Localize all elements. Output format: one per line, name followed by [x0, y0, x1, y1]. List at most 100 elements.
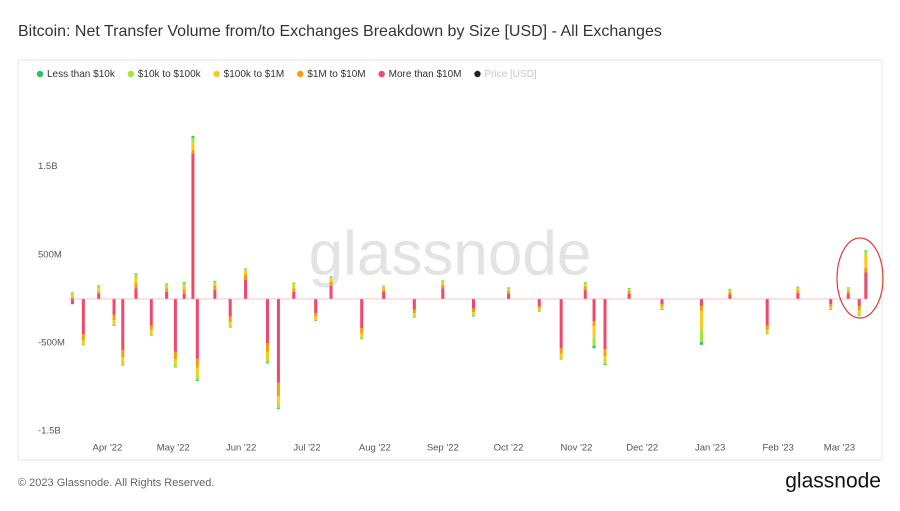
bar-segment: [441, 282, 445, 285]
bar-segment: [314, 316, 318, 320]
bar-segment: [829, 308, 833, 310]
bar-segment: [765, 329, 769, 333]
bar-segment: [627, 289, 631, 292]
bar-segment: [228, 327, 232, 328]
chart-title: Bitcoin: Net Transfer Volume from/to Exc…: [18, 23, 662, 40]
legend-marker: [297, 70, 304, 78]
bar-segment: [537, 306, 541, 309]
bar-segment: [134, 273, 138, 275]
bar-segment: [244, 274, 248, 280]
bar-segment: [165, 291, 169, 299]
bar-segment: [507, 287, 511, 290]
legend-label: Less than $10k: [47, 69, 116, 80]
bar-segment: [121, 365, 125, 366]
bar-segment: [165, 285, 169, 289]
bar-segment: [728, 288, 732, 290]
bar-segment: [213, 280, 217, 282]
bar-segment: [537, 308, 541, 311]
bar-segment: [213, 290, 217, 299]
bar-segment: [382, 287, 386, 290]
bar-segment: [583, 283, 587, 287]
bar-segment: [583, 286, 587, 291]
bar-segment: [329, 276, 333, 277]
bar-segment: [471, 308, 475, 313]
bar-segment: [173, 366, 177, 368]
bar-segment: [97, 288, 101, 292]
bar-segment: [796, 286, 800, 288]
bar-segment: [182, 283, 186, 286]
bar-segment: [228, 321, 232, 326]
bar-segment: [360, 333, 364, 337]
bar-segment: [70, 298, 74, 305]
bar-segment: [846, 289, 850, 292]
x-tick-label: May '22: [157, 443, 190, 454]
bar-segment: [149, 298, 153, 326]
bar-segment: [228, 316, 232, 322]
x-tick-label: Nov '22: [561, 443, 593, 454]
bar-segment: [796, 287, 800, 289]
x-tick-label: Mar '23: [824, 443, 855, 454]
bar-segment: [329, 285, 333, 299]
bar-segment: [796, 292, 800, 299]
legend-marker: [474, 70, 481, 78]
bar-segment: [81, 343, 85, 345]
bar-segment: [627, 287, 631, 289]
watermark: glassnode: [309, 219, 592, 288]
legend-label: More than $10M: [389, 69, 462, 80]
bar-segment: [134, 274, 138, 278]
bar-segment: [329, 281, 333, 286]
bar-segment: [276, 404, 280, 409]
bar-segment: [765, 333, 769, 335]
bar-segment: [276, 298, 280, 383]
bar-segment: [660, 304, 664, 307]
x-tick-label: Sep '22: [427, 443, 459, 454]
chart-panel: [17, 59, 883, 461]
bar-segment: [559, 348, 563, 354]
legend-marker: [213, 70, 220, 78]
legend-marker: [378, 70, 385, 78]
bar-segment: [195, 367, 199, 375]
bar-segment: [583, 282, 587, 284]
x-tick-label: Apr '22: [93, 443, 123, 454]
bar-segment: [660, 309, 664, 311]
x-tick-label: Oct '22: [494, 443, 524, 454]
bar-segment: [244, 268, 248, 270]
plot-area: [68, 135, 868, 410]
bar-segment: [360, 336, 364, 339]
bar-segment: [329, 278, 333, 282]
bar-segment: [507, 289, 511, 292]
bar-segment: [70, 297, 74, 299]
bar-segment: [70, 294, 74, 298]
bar-segment: [699, 306, 703, 312]
bar-segment: [329, 276, 333, 279]
legend-label: $100k to $1M: [224, 69, 285, 80]
bar-segment: [276, 395, 280, 405]
bar-segment: [471, 298, 475, 309]
highlight-circle: [836, 237, 884, 319]
bar-segment: [728, 294, 732, 299]
bar-segment: [265, 351, 269, 359]
bar-segment: [507, 291, 511, 294]
y-tick-label: 1.5B: [38, 161, 58, 172]
bar-segment: [829, 304, 833, 307]
bar-segment: [191, 142, 195, 150]
bar-segment: [97, 291, 101, 294]
bar-segment: [292, 284, 296, 289]
bar-segment: [382, 286, 386, 288]
bar-segment: [360, 298, 364, 329]
bar-segment: [276, 382, 280, 396]
bar-segment: [265, 358, 269, 363]
bar-segment: [182, 285, 186, 290]
bar-segment: [292, 283, 296, 285]
bar-segment: [149, 335, 153, 336]
bar-segment: [191, 137, 195, 143]
y-tick-label: -1.5B: [38, 426, 61, 437]
bar-segment: [846, 287, 850, 288]
bar-segment: [112, 323, 116, 326]
bar-segment: [244, 279, 248, 299]
bar-segment: [314, 319, 318, 321]
bar-segment: [97, 285, 101, 289]
y-tick-label: -500M: [38, 338, 65, 349]
x-tick-label: Jan '23: [695, 443, 725, 454]
legend-marker: [127, 70, 135, 78]
